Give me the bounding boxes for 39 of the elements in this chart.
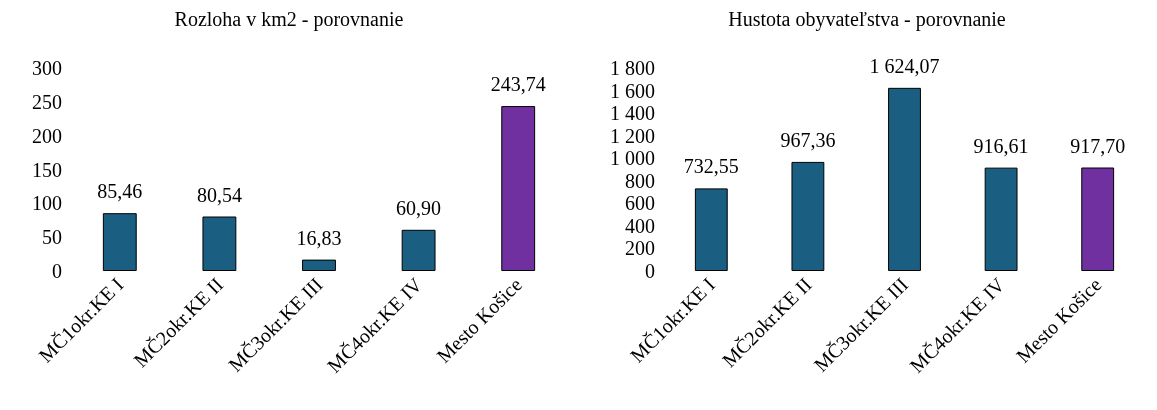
y-tick-label: 800 bbox=[625, 169, 655, 192]
y-tick-label: 1 800 bbox=[610, 57, 655, 79]
y-tick-label: 1 600 bbox=[610, 79, 655, 102]
y-tick-label: 0 bbox=[645, 260, 655, 282]
y-tick-label: 1 400 bbox=[610, 102, 655, 125]
y-tick-label: 0 bbox=[52, 260, 62, 282]
bar bbox=[302, 259, 336, 271]
bar bbox=[791, 161, 825, 271]
data-label: 732,55 bbox=[683, 155, 739, 178]
y-tick-label: 1 200 bbox=[610, 124, 655, 147]
bar bbox=[984, 167, 1018, 271]
y-tick-label: 150 bbox=[32, 158, 62, 181]
bar bbox=[102, 213, 137, 271]
chart-title: Rozloha v km2 - porovnanie bbox=[174, 8, 404, 31]
y-tick-label: 50 bbox=[42, 226, 62, 249]
data-label: 243,74 bbox=[490, 73, 546, 96]
bar bbox=[888, 87, 921, 271]
data-label: 1 624,07 bbox=[869, 54, 940, 77]
y-tick-label: 200 bbox=[32, 124, 62, 147]
y-tick-label: 1 000 bbox=[610, 147, 655, 170]
bar bbox=[202, 216, 237, 271]
bar bbox=[694, 188, 728, 271]
data-label: 967,36 bbox=[780, 128, 836, 151]
bar bbox=[501, 106, 536, 271]
y-tick-label: 250 bbox=[32, 90, 62, 113]
chart-title: Hustota obyvateľstva - porovnanie bbox=[728, 8, 1006, 31]
data-label: 16,83 bbox=[296, 226, 342, 249]
y-tick-label: 100 bbox=[32, 192, 62, 215]
y-tick-label: 300 bbox=[32, 57, 62, 79]
data-label: 80,54 bbox=[196, 183, 242, 206]
data-label: 916,61 bbox=[973, 134, 1029, 157]
y-tick-label: 600 bbox=[625, 192, 655, 215]
data-label: 917,70 bbox=[1070, 134, 1126, 157]
data-label: 60,90 bbox=[396, 196, 442, 219]
bar bbox=[401, 229, 436, 271]
data-label: 85,46 bbox=[97, 180, 143, 203]
y-tick-label: 400 bbox=[625, 214, 655, 237]
y-tick-label: 200 bbox=[625, 237, 655, 260]
bar bbox=[1081, 167, 1115, 271]
